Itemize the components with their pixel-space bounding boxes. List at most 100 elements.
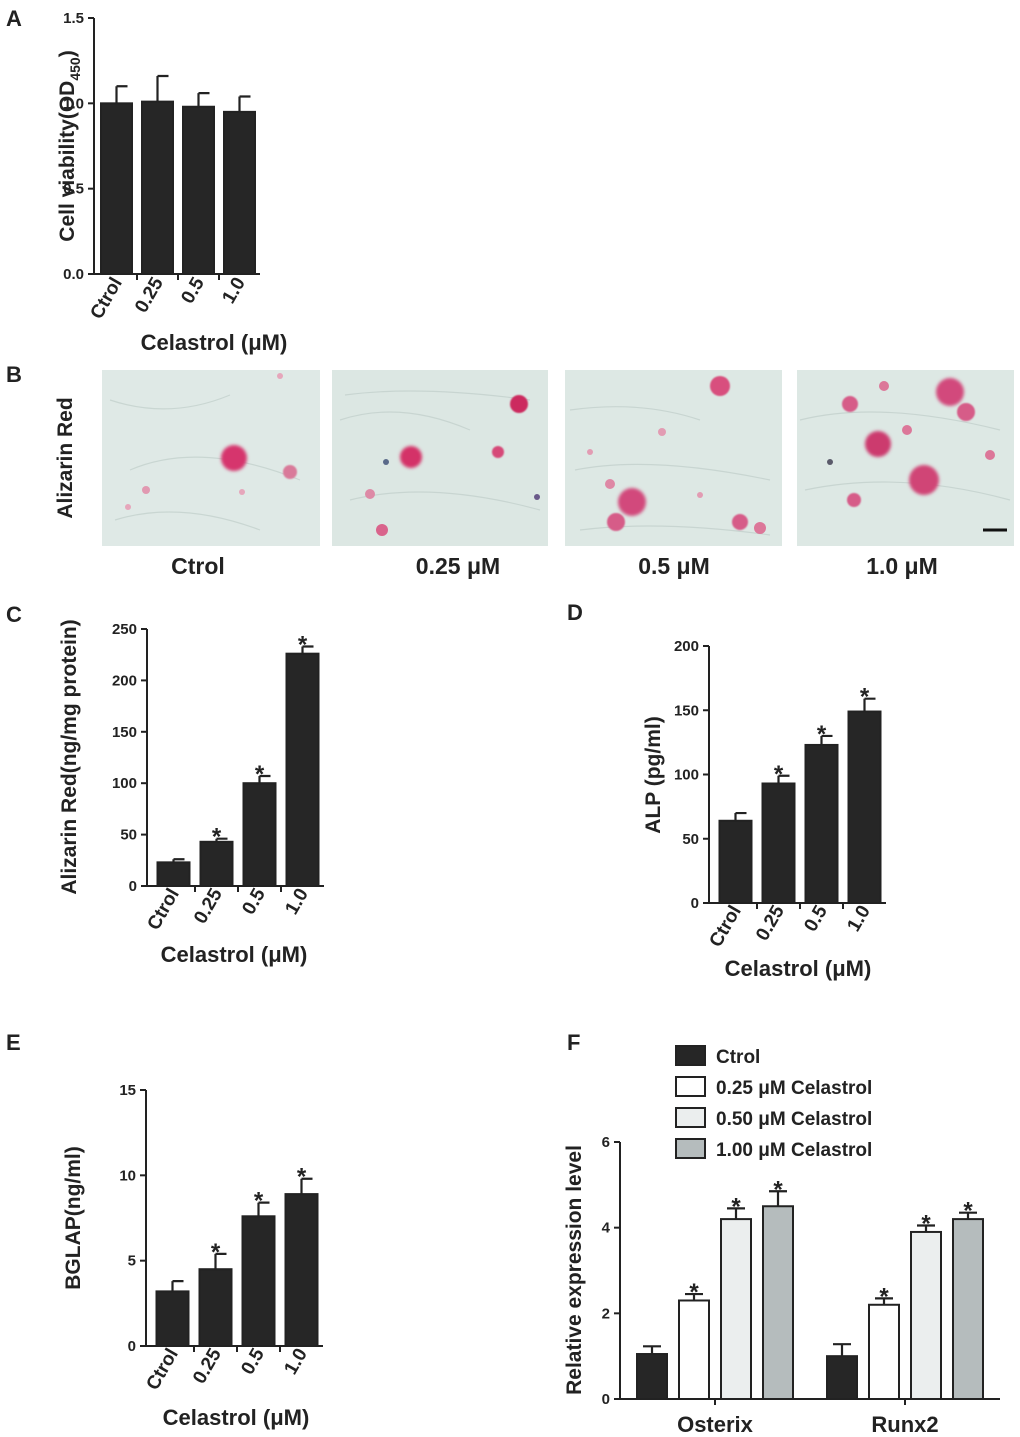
x-tick-label: 0.5 (237, 1345, 269, 1379)
bar (678, 1299, 710, 1400)
significance-marker: * (860, 684, 870, 711)
error-bar (820, 734, 833, 745)
significance-marker: * (211, 1239, 221, 1266)
significance-marker: * (689, 1279, 699, 1306)
error-bar (300, 1177, 313, 1195)
micrograph-1-0-nodule (909, 465, 939, 495)
bar (761, 782, 796, 904)
y-tick-label: 1.5 (63, 10, 84, 27)
legend-label: 1.00 μM Celastrol (716, 1140, 872, 1161)
micrograph-ctrol-nodule (142, 486, 150, 494)
y-tick-label: 200 (674, 638, 699, 655)
error-bar (734, 811, 747, 821)
y-tick-label: 2 (602, 1305, 610, 1322)
panel-label-f: F (567, 1030, 580, 1055)
legend-label: 0.50 μM Celastrol (716, 1109, 872, 1130)
micrograph-0-5-nodule (618, 488, 646, 516)
bar (952, 1218, 984, 1400)
micrograph-1-0-nodule (957, 403, 975, 421)
y-tick-label: 50 (120, 827, 137, 844)
y-axis-label-end: ) (56, 50, 79, 57)
micrograph-1-0-nodule (827, 459, 833, 465)
micrograph-0-5-nodule (658, 428, 666, 436)
bar (847, 710, 882, 904)
micrograph-1-0-texture (799, 411, 1011, 501)
micrograph-1-0-nodule (865, 431, 891, 457)
panel-label-d: D (567, 600, 583, 625)
y-tick-label: 4 (602, 1220, 611, 1237)
significance-marker: * (963, 1198, 973, 1225)
x-tick-label: Ctrol (705, 902, 745, 951)
error-bar (863, 697, 876, 712)
panel-label-a: A (6, 6, 22, 31)
error-bar (238, 95, 251, 112)
micrograph-0-25-nodule (383, 459, 389, 465)
y-tick-label: 0 (602, 1391, 610, 1408)
error-bar (727, 1207, 745, 1220)
bar (284, 1193, 319, 1348)
error-bar (777, 774, 790, 784)
error-bar (769, 1190, 787, 1207)
micrograph-0-25-nodule (376, 524, 388, 536)
x-tick-label: 0.5 (238, 885, 270, 919)
y-tick-label: 150 (674, 702, 699, 719)
panel-label-c: C (6, 602, 22, 627)
micrograph-0-5-nodule (605, 479, 615, 489)
legend-swatch (675, 1045, 706, 1066)
y-tick-label: 0.5 (63, 181, 84, 198)
bar (826, 1355, 858, 1400)
error-bar (685, 1292, 703, 1301)
x-tick-label: 1.0 (280, 1345, 311, 1378)
x-tick-label: 1.0 (843, 902, 874, 935)
micrograph-0-5-background (565, 370, 782, 546)
y-tick-label: 0.0 (63, 266, 84, 283)
significance-marker: * (774, 761, 784, 788)
error-bar (258, 774, 271, 784)
x-tick-label: Ctrol (143, 885, 183, 934)
significance-marker: * (298, 631, 308, 658)
bar (720, 1218, 752, 1400)
micrograph-0-5-nodule (710, 376, 730, 396)
x-tick-label: Ctrol (86, 274, 126, 323)
significance-marker: * (255, 761, 265, 788)
micrograph-label-1-0: 1.0 μM (866, 553, 938, 579)
micrograph-1-0 (797, 370, 1014, 546)
error-bar (214, 1252, 227, 1270)
y-tick-label: 250 (112, 621, 137, 638)
bar (804, 743, 839, 904)
micrograph-1-0-nodule (842, 396, 858, 412)
bar (636, 1353, 668, 1401)
micrograph-ctrol (102, 370, 320, 546)
error-bar (115, 85, 128, 104)
micrograph-1-0-nodule (985, 450, 995, 460)
error-bar (301, 645, 314, 654)
x-tick-label: Ctrol (142, 1345, 182, 1394)
legend-label: 0.25 μM Celastrol (716, 1078, 872, 1099)
x-axis-label: Celastrol (μM) (141, 330, 288, 355)
micrograph-ctrol-nodule (221, 445, 247, 471)
micrograph-0-5 (565, 370, 782, 546)
significance-marker: * (921, 1211, 931, 1238)
micrograph-1-0-nodule (879, 381, 889, 391)
y-tick-label: 0 (129, 878, 137, 895)
bar (718, 819, 753, 905)
bar (241, 1215, 276, 1347)
chart-bglap: 051015Ctrol*0.25*0.5*1.0BGLAP(ng/ml)Cela… (62, 1082, 323, 1430)
micrograph-0-5-nodule (732, 514, 748, 530)
error-bar (833, 1343, 851, 1357)
y-tick-label: 100 (112, 775, 137, 792)
legend-swatch (675, 1138, 706, 1159)
significance-marker: * (817, 721, 827, 748)
x-tick-label: 0.25 (131, 274, 168, 317)
y-tick-label: 200 (112, 672, 137, 689)
micrograph-row: Alizarin Red (54, 370, 1014, 579)
y-axis-label: ALP (pg/ml) (642, 716, 665, 833)
y-tick-label: 50 (682, 831, 699, 848)
micrograph-0-5-nodule (587, 449, 593, 455)
y-tick-label: 1.0 (63, 95, 84, 112)
micrograph-ctrol-nodule (283, 465, 297, 479)
micrograph-0-25-nodule (510, 395, 528, 413)
error-bar (257, 1201, 270, 1217)
micrograph-ctrol-nodule (239, 489, 245, 495)
